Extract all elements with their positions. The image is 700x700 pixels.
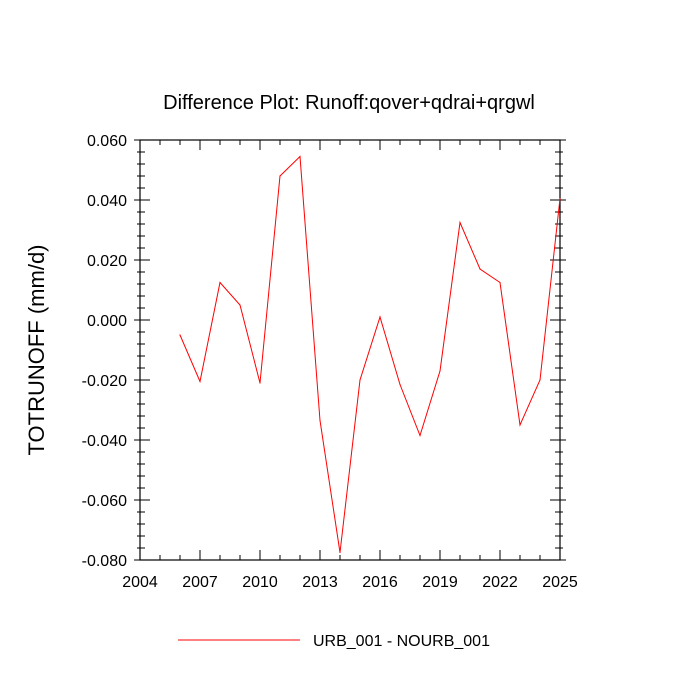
data-point bbox=[379, 316, 381, 318]
series-line bbox=[179, 155, 561, 553]
x-tick-label: 2022 bbox=[482, 574, 518, 591]
axis-ticks bbox=[134, 139, 566, 561]
series-group bbox=[179, 155, 561, 554]
y-tick-label: -0.080 bbox=[82, 553, 127, 570]
y-tick-label: -0.060 bbox=[82, 493, 127, 510]
y-tick-label: 0.000 bbox=[87, 313, 127, 330]
y-tick-label: -0.020 bbox=[82, 373, 127, 390]
data-point bbox=[339, 551, 341, 554]
y-tick-label: 0.020 bbox=[87, 253, 127, 270]
data-point bbox=[239, 304, 241, 306]
x-tick-label: 2007 bbox=[182, 574, 218, 591]
tick-labels: 2004 2007 2010 2013 2016 2019 2022 2025 0.060 0.0… bbox=[82, 133, 578, 591]
data-point bbox=[439, 370, 441, 372]
data-point bbox=[179, 334, 181, 336]
data-point bbox=[359, 379, 361, 381]
plot-frame bbox=[139, 139, 561, 561]
data-point bbox=[199, 380, 201, 383]
data-point bbox=[539, 379, 541, 381]
legend: URB_001 - NOURB_001 bbox=[178, 633, 490, 650]
data-point bbox=[399, 383, 401, 386]
x-tick-label: 2025 bbox=[542, 574, 578, 591]
data-point bbox=[419, 434, 421, 437]
data-point bbox=[519, 424, 521, 426]
data-point bbox=[499, 281, 501, 284]
y-tick-label: 0.040 bbox=[87, 193, 127, 210]
x-tick-label: 2016 bbox=[362, 574, 398, 591]
data-point bbox=[459, 221, 461, 224]
data-point bbox=[479, 268, 481, 270]
x-tick-label: 2004 bbox=[122, 574, 158, 591]
chart-title: Difference Plot: Runoff:qover+qdrai+qrgw… bbox=[163, 92, 535, 114]
legend-label: URB_001 - NOURB_001 bbox=[313, 633, 490, 650]
data-point bbox=[319, 419, 321, 422]
data-point bbox=[299, 155, 301, 158]
y-axis-label: TOTRUNOFF (mm/d) bbox=[24, 244, 49, 455]
x-tick-label: 2010 bbox=[242, 574, 278, 591]
data-point bbox=[259, 382, 261, 384]
data-point bbox=[219, 281, 221, 284]
x-tick-label: 2019 bbox=[422, 574, 458, 591]
x-tick-label: 2013 bbox=[302, 574, 338, 591]
y-tick-label: -0.040 bbox=[82, 433, 127, 450]
data-point bbox=[279, 175, 281, 177]
y-tick-label: 0.060 bbox=[87, 133, 127, 150]
data-point bbox=[559, 197, 561, 200]
